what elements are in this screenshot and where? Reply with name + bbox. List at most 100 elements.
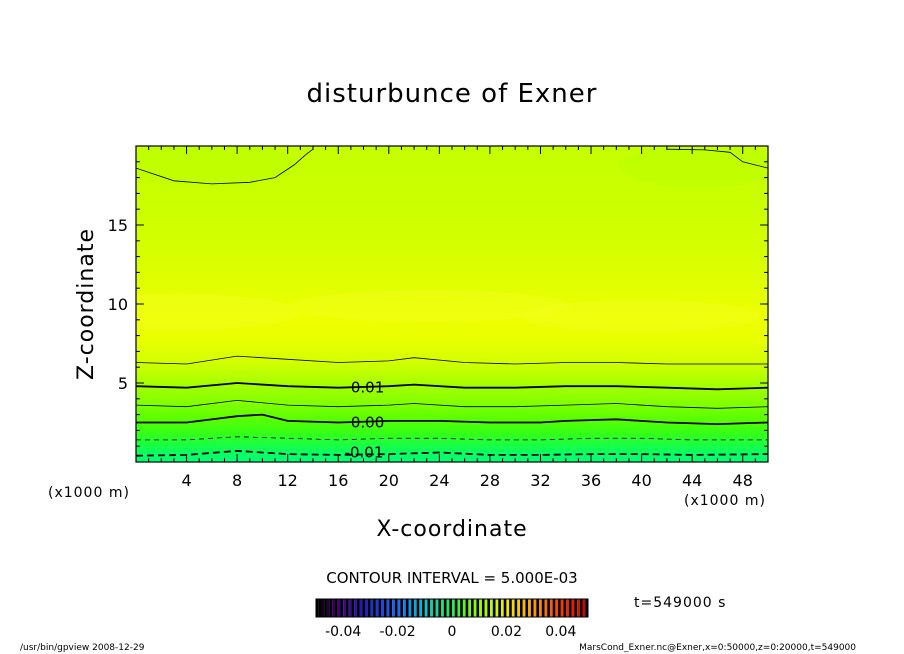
colorbar-stripe [394,599,398,617]
colorbar-tick-label: 0.02 [491,624,522,640]
colorbar-stripe [337,599,341,617]
contour-line [136,436,768,441]
colorbar-stripe [424,599,428,617]
colorbar-stripe [465,599,469,617]
colorbar-stripe [432,599,436,617]
colorbar-stripe [400,599,404,617]
colorbar-stripe [533,599,537,617]
contour-field [136,146,768,462]
x-tick-label: 12 [278,471,298,490]
colorbar-stripe [536,599,540,617]
contour-line [136,148,314,185]
colorbar-stripe [495,599,499,617]
colorbar-stripe [479,599,482,617]
colorbar-stripe [419,599,423,617]
colorbar-stripe [367,599,371,617]
colorbar-stripe [574,599,578,617]
colorbar-stripe [549,599,553,617]
colorbar-stripe [457,599,461,617]
colorbar-stripe [392,599,395,617]
colorbar-stripe [362,599,366,617]
colorbar-stripe [481,599,485,617]
contour-label: 0.00 [351,414,384,432]
colorbar: -0.04 -0.02 0 0.02 0.04 [315,598,589,640]
colorbar-stripe [348,599,352,617]
colorbar-stripe [446,599,450,617]
contour-line [136,413,768,426]
contour-shade-region [520,300,760,332]
colorbar-stripe [389,599,393,617]
colorbar-stripe [422,599,425,617]
contour-shade-region [290,290,570,322]
colorbar-stripe [405,599,409,617]
x-tick-label: 16 [328,471,348,490]
colorbar-stripe [539,599,542,617]
x-tick-label: 36 [581,471,601,490]
colorbar-stripe [509,599,512,617]
colorbar-stripe [345,599,349,617]
contour-line [136,382,768,391]
x-tick-label: 48 [733,471,753,490]
y-axis-title: Z-coordinate [74,228,99,380]
colorbar-stripe [571,599,575,617]
colorbar-stripe [555,599,559,617]
contour-line [136,449,768,457]
colorbar-stripe [462,599,466,617]
colorbar-stripe [324,599,327,617]
colorbar-stripe [568,599,572,617]
colorbar-stripe [552,599,556,617]
x-axis-unit-left: (x1000 m) [48,485,130,501]
x-tick-label: 28 [480,471,500,490]
colorbar-stripe [566,599,570,617]
colorbar-stripe [443,599,447,617]
colorbar-stripe [430,599,434,617]
colorbar-stripe [397,599,401,617]
colorbar-stripe [484,599,488,617]
colorbar-stripe [525,599,529,617]
colorbar-stripe [381,599,385,617]
colorbar-stripe [378,599,382,617]
colorbar-ticks: -0.04 -0.02 0 0.02 0.04 [325,624,576,640]
contour-shade-region [620,146,768,188]
colorbar-stripe [427,599,431,617]
colorbar-stripe [476,599,480,617]
colorbar-tick-label: -0.02 [379,624,415,640]
contour-line [136,399,768,409]
colorbar-stripe [492,599,496,617]
colorbar-stripe [547,599,550,617]
x-axis-unit-right: (x1000 m) [684,493,766,509]
colorbar-stripe [579,599,583,617]
colorbar-stripe [321,599,325,617]
colorbar-stripe [326,599,330,617]
contour-line [136,355,768,365]
time-label: t=549000 s [634,595,726,611]
colorbar-stripe [408,599,412,617]
contour-shade-region [136,294,300,330]
colorbar-stripe [454,599,458,617]
y-tick-label: 5 [118,374,128,393]
colorbar-stripe [329,599,333,617]
x-tick-label: 4 [181,471,191,490]
colorbar-stripe [514,599,518,617]
colorbar-stripe [435,599,439,617]
colorbar-stripe [460,599,463,617]
x-tick-label: 44 [682,471,702,490]
colorbar-stripe [351,599,355,617]
colorbar-stripe [520,599,523,617]
colorbar-stripe [413,599,417,617]
plot-area: 0.010.00-0.01 4 8 12 16 20 24 28 32 36 40 44 485101… [108,145,769,490]
colorbar-stripe [560,599,564,617]
colorbar-stripe [375,599,379,617]
colorbar-stripe [511,599,515,617]
colorbar-stripe [577,599,580,617]
colorbar-stripe [582,599,586,617]
colorbar-stripe [585,599,589,617]
footer-left: /usr/bin/gpview 2008-12-29 [20,643,145,653]
colorbar-stripe [530,599,534,617]
colorbar-stripe [517,599,521,617]
colorbar-stripe [335,599,338,617]
colorbar-stripe [449,599,453,617]
contour-lines [136,148,768,457]
colorbar-stripe [411,599,414,617]
x-axis-title: X-coordinate [376,517,527,542]
